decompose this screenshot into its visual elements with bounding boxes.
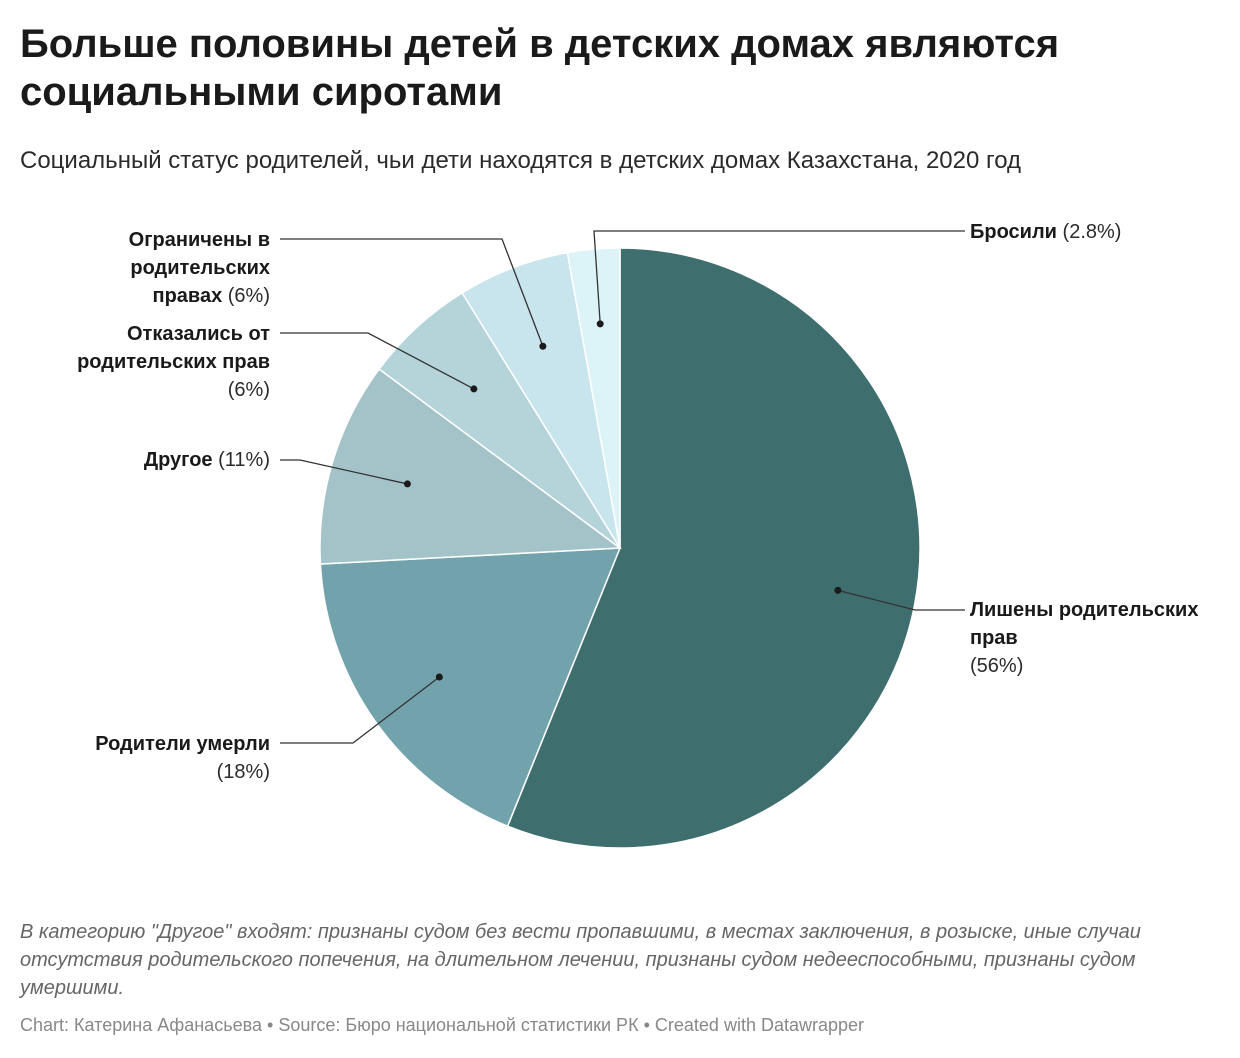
pie-slices [319,247,921,849]
label-lisheny: Лишены родительских прав (56%) [970,596,1220,680]
slice-label-name: Бросили [970,221,1057,243]
pie-slice [566,247,621,549]
footer-separator: • [643,1015,650,1035]
slice-label-name: Лишены родительских прав [970,599,1199,649]
leader-line [593,230,965,324]
slice-label-value: (18%) [216,761,270,783]
footer-separator: • [266,1015,274,1035]
slice-label-value: (56%) [970,655,1024,677]
chart-subtitle: Социальный статус родителей, чьи дети на… [20,147,1022,174]
chart-note: В категорию "Другое" входят: признаны су… [20,921,1141,999]
leader-dot [834,586,842,594]
footer-author: Катерина Афанасьева [74,1015,262,1035]
slice-label-name: Ограничены в родительских правах [128,229,270,307]
leader-dot [435,673,443,681]
leader-line [280,676,440,744]
pie-slice [319,368,623,565]
footer-source: Бюро национальной статистики РК [345,1015,639,1035]
label-otkazalis: Отказались от родительских прав (6%) [20,320,270,404]
leader-dot [403,480,411,488]
pie-chart [280,230,965,849]
slice-label-value: (11%) [218,449,270,471]
slice-label-value: (6%) [227,379,270,401]
leader-line [280,332,475,390]
slice-label-name: Другое [143,449,213,471]
slice-label-name: Отказались от родительских прав [77,323,270,373]
leader-line [837,589,965,611]
leader-line [280,238,544,347]
label-roditeli-umerli: Родители умерли (18%) [20,730,270,786]
footer-chart-label: Chart: [20,1015,70,1035]
leader-dot [470,385,478,393]
pie-slice [319,547,622,828]
slice-label-name: Родители умерли [95,733,270,755]
footer-created: Created with Datawrapper [654,1015,865,1035]
slice-label-value: (2.8%) [1062,221,1122,243]
leader-line [280,459,408,485]
label-drugoe: Другое (11%) [20,446,270,474]
footer-source-label: Source: [278,1015,341,1035]
chart-footer: Chart: Катерина Афанасьева • Source: Бюр… [20,1012,864,1038]
label-ogranicheny: Ограничены в родительских правах (6%) [90,226,270,310]
pie-slice [506,247,921,849]
chart-title: Больше половины детей в детских домах яв… [20,22,1060,114]
label-brosili: Бросили (2.8%) [970,218,1220,246]
leader-dot [596,320,604,328]
slice-label-value: (6%) [227,285,270,307]
leader-dot [539,342,547,350]
leader-lines [280,230,965,744]
